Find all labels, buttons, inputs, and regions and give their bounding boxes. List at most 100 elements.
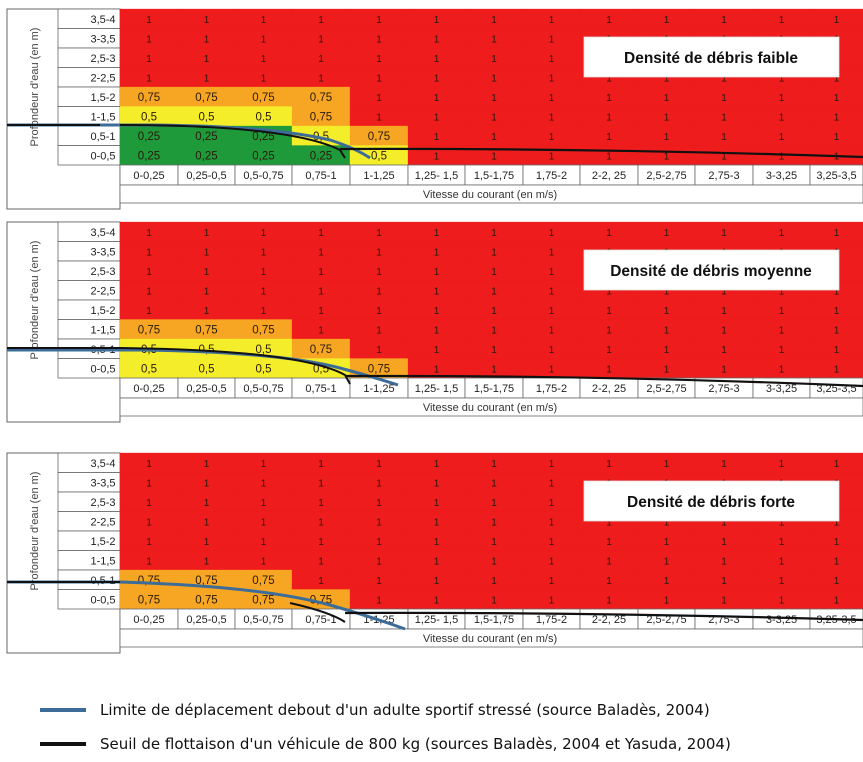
cell-value-label: 1: [549, 286, 555, 297]
cell-value-label: 1: [491, 247, 497, 258]
cell-value-label: 1: [491, 364, 497, 375]
y-tick-label: 3-3,5: [90, 33, 115, 45]
cell-value-label: 0,25: [310, 150, 332, 162]
x-tick-label: 1,5-1,75: [474, 614, 514, 626]
cell-value-label: 1: [491, 306, 497, 317]
cell-value-label: 1: [549, 345, 555, 356]
cell-value-label: 1: [549, 595, 555, 606]
cell-value-label: 1: [434, 112, 440, 123]
cell-value-label: 1: [318, 306, 324, 317]
cell-value-label: 1: [261, 54, 267, 65]
cell-value-label: 1: [491, 112, 497, 123]
cell-value-label: 1: [146, 498, 152, 509]
cell-value-label: 1: [721, 459, 727, 470]
cell-value-label: 1: [434, 498, 440, 509]
cell-value-label: 1: [721, 15, 727, 26]
cell-value-label: 1: [834, 345, 840, 356]
cell-value-label: 1: [491, 54, 497, 65]
cell-value-label: 1: [434, 306, 440, 317]
y-tick-label: 1-1,5: [90, 555, 115, 567]
cell-value-label: 1: [434, 247, 440, 258]
cell-value-label: 1: [664, 306, 670, 317]
cell-value-label: 0,75: [310, 111, 332, 123]
cell-value-label: 1: [376, 15, 382, 26]
cell-value-label: 1: [146, 34, 152, 45]
y-tick-label: 2,5-3: [90, 266, 115, 278]
cell-value-label: 0,25: [138, 131, 160, 143]
cell-value-label: 1: [146, 15, 152, 26]
cell-value-label: 1: [549, 247, 555, 258]
cell-value-label: 1: [491, 15, 497, 26]
cell-value-label: 1: [491, 556, 497, 567]
cell-value-label: 1: [664, 151, 670, 162]
x-tick-label: 0,5-0,75: [243, 170, 283, 182]
cell-value-label: 1: [549, 228, 555, 239]
cell-value-label: 1: [376, 498, 382, 509]
x-tick-label: 0,5-0,75: [243, 614, 283, 626]
cell-value-label: 1: [606, 325, 612, 336]
cell-value-label: 1: [491, 228, 497, 239]
y-tick-label: 1,5-2: [90, 92, 115, 104]
cell-value-label: 1: [721, 151, 727, 162]
cell-value-label: 1: [779, 306, 785, 317]
standing-limit-curve-3: [7, 580, 406, 631]
cell-value-label: 1: [204, 228, 210, 239]
cell-value-label: 1: [721, 325, 727, 336]
x-tick-label: 0,5-0,75: [243, 383, 283, 395]
cell-value-label: 1: [549, 498, 555, 509]
cell-value-label: 0,75: [138, 324, 160, 336]
cell-value-label: 1: [318, 517, 324, 528]
cell-value-label: 1: [549, 576, 555, 587]
cell-value-label: 1: [664, 517, 670, 528]
cell-value-label: 1: [204, 34, 210, 45]
cell-value-label: 1: [779, 345, 785, 356]
cell-value-label: 1: [261, 286, 267, 297]
cell-value-label: 1: [434, 267, 440, 278]
cell-value-label: 1: [318, 228, 324, 239]
cell-value-label: 1: [549, 478, 555, 489]
cell-value-label: 1: [434, 459, 440, 470]
cell-value-label: 1: [721, 576, 727, 587]
cell-value-label: 1: [664, 576, 670, 587]
cell-value-label: 1: [606, 306, 612, 317]
cell-value-label: 0,75: [195, 324, 217, 336]
legend-item-standing-limit: Limite de déplacement debout d'un adulte…: [40, 701, 710, 719]
cell-value-label: 1: [204, 556, 210, 567]
cell-value-label: 0,75: [138, 594, 160, 606]
y-tick-label: 3-3,5: [90, 477, 115, 489]
cell-value-label: 1: [204, 247, 210, 258]
x-tick-label: 0,75-1: [305, 170, 336, 182]
cell-value-label: 1: [318, 34, 324, 45]
vehicle-flotation-curve-2b: [119, 347, 351, 385]
heatmap-panel-1: Profondeur d'eau (en m) 3,5-4 1 1 1 1 1 1 1 1 1 1 1 1…: [6, 8, 863, 210]
x-tick-label: 2-2, 25: [592, 383, 626, 395]
cell-value-label: 1: [491, 576, 497, 587]
cell-value-label: 1: [779, 93, 785, 104]
x-tick-label: 0,25-0,5: [186, 170, 226, 182]
cell-value-label: 1: [261, 15, 267, 26]
cell-value-label: 0,75: [195, 92, 217, 104]
cell-value-label: 1: [834, 228, 840, 239]
cell-value-label: 0,25: [195, 131, 217, 143]
cell-value-label: 1: [434, 595, 440, 606]
cell-value-label: 0,5: [141, 363, 157, 375]
y-axis-title: Profondeur d'eau (en m): [29, 472, 41, 591]
y-tick-label: 2,5-3: [90, 497, 115, 509]
y-tick-label: 2,5-3: [90, 53, 115, 65]
legend-item-vehicle-flotation: Seuil de flottaison d'un véhicule de 800…: [40, 735, 731, 753]
y-axis-title: Profondeur d'eau (en m): [29, 28, 41, 147]
y-tick-label: 3-3,5: [90, 246, 115, 258]
cell-value-label: 1: [376, 556, 382, 567]
cell-value-label: 1: [434, 537, 440, 548]
cell-value-label: 0,75: [138, 92, 160, 104]
vehicle-flotation-tail-3: [344, 611, 863, 622]
cell-value-label: 1: [834, 93, 840, 104]
x-tick-label: 3,25-3,5: [816, 170, 856, 182]
cell-value-label: 1: [376, 595, 382, 606]
cell-value-label: 1: [721, 345, 727, 356]
cell-value-label: 1: [779, 132, 785, 143]
cell-value-label: 1: [146, 247, 152, 258]
legend-label-vehicle-flotation: Seuil de flottaison d'un véhicule de 800…: [100, 735, 731, 753]
cell-value-label: 1: [318, 15, 324, 26]
cell-value-label: 1: [491, 325, 497, 336]
